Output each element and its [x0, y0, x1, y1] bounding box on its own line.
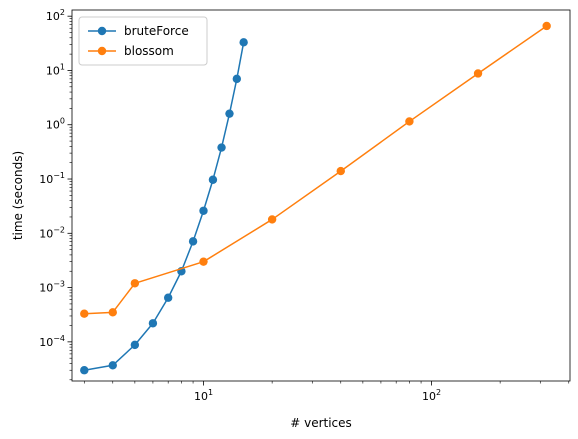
data-point-bruteForce [148, 319, 158, 328]
series-blossom [80, 21, 551, 318]
data-point-bruteForce [225, 109, 234, 118]
y-tick-label: 102 [46, 8, 65, 23]
data-point-bruteForce [199, 206, 208, 215]
legend-label: bruteForce [124, 24, 189, 38]
y-tick-label: 101 [46, 62, 65, 77]
data-point-bruteForce [217, 143, 226, 152]
data-point-blossom [199, 257, 208, 266]
legend-entry-bruteForce: bruteForce [88, 24, 189, 38]
data-point-blossom [108, 308, 117, 317]
data-point-blossom [267, 215, 277, 224]
legend: bruteForce blossom [78, 16, 208, 66]
data-point-bruteForce [108, 361, 117, 370]
data-point-blossom [405, 117, 414, 126]
data-point-bruteForce [130, 340, 140, 350]
series-bruteForce [80, 38, 248, 375]
legend-marker [97, 26, 107, 36]
y-tick-label: 100 [46, 117, 65, 132]
data-point-blossom [542, 21, 551, 31]
data-point-bruteForce [239, 38, 248, 47]
data-point-bruteForce [188, 237, 198, 246]
y-tick-label: 10−3 [39, 280, 65, 295]
data-point-blossom [336, 166, 345, 176]
legend-marker [97, 46, 107, 56]
y-tick-label: 10−2 [39, 225, 65, 240]
data-point-bruteForce [80, 366, 89, 375]
data-point-blossom [130, 279, 140, 288]
data-point-bruteForce [208, 175, 218, 184]
x-axis-label: # vertices [290, 416, 352, 430]
series-layer [80, 21, 551, 375]
data-point-blossom [80, 309, 89, 318]
data-point-bruteForce [232, 74, 242, 84]
legend-label: blossom [124, 44, 174, 58]
legend-box [78, 16, 208, 66]
data-point-blossom [473, 69, 483, 78]
legend-entry-blossom: blossom [88, 44, 174, 58]
data-point-bruteForce [163, 293, 173, 302]
y-tick-label: 10−1 [39, 171, 65, 186]
axes: 101 102 10−4 10−3 10−2 10−1 100 101 102 [39, 8, 571, 403]
y-axis-label: time (seconds) [11, 151, 25, 240]
x-tick-label: 102 [422, 388, 441, 403]
x-tick-label: 101 [194, 388, 213, 403]
y-tick-label: 10−4 [39, 334, 65, 349]
